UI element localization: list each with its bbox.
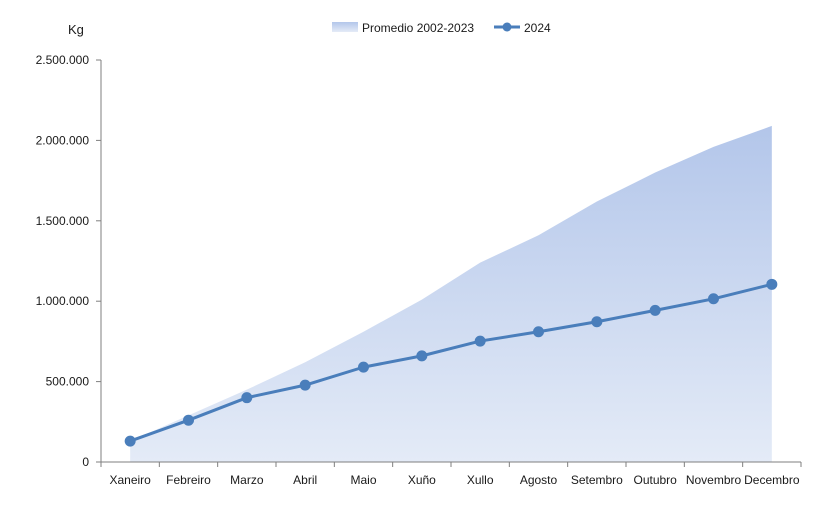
data-point-2024 [766, 278, 778, 290]
series-line-2024 [129, 282, 773, 443]
data-point-2024 [358, 361, 369, 373]
data-point-2024 [591, 316, 603, 328]
y-tick-label: 1.500.000 [36, 214, 90, 228]
data-point-2024 [416, 350, 428, 362]
legend: Promedio 2002-2023 2024 [332, 21, 551, 35]
data-point-2024 [299, 379, 311, 391]
axes-layer [96, 59, 802, 467]
x-tick-label: Marzo [230, 473, 264, 487]
data-point-2024 [474, 335, 486, 347]
y-axis-unit-label: Kg [68, 22, 84, 37]
x-tick-label: Abril [293, 473, 317, 487]
data-point-2024 [241, 392, 253, 404]
labels-layer: 0 500.000 1.000.000 1.500.000 2.000.000 2.500… [36, 53, 800, 487]
data-point-2024 [124, 435, 136, 447]
series-area-average [130, 125, 772, 462]
x-tick-label: Xaneiro [109, 473, 151, 487]
y-tick-label: 2.500.000 [36, 53, 90, 67]
data-point-2024 [183, 414, 194, 426]
data-point-2024 [533, 326, 544, 338]
x-tick-label: Maio [350, 473, 376, 487]
x-tick-label: Outubro [633, 473, 677, 487]
legend-marker-2024 [502, 22, 512, 32]
area-layer [130, 125, 772, 462]
legend-label-average: Promedio 2002-2023 [362, 21, 474, 35]
data-point-2024 [649, 304, 661, 316]
line-layer [124, 278, 778, 447]
x-tick-label: Decembro [744, 473, 800, 487]
x-tick-label: Novembro [686, 473, 742, 487]
y-tick-label: 0 [82, 455, 89, 469]
legend-label-2024: 2024 [524, 21, 551, 35]
y-tick-label: 500.000 [46, 375, 90, 389]
x-tick-label: Setembro [571, 473, 623, 487]
y-tick-label: 1.000.000 [36, 294, 90, 308]
x-tick-label: Xullo [467, 473, 494, 487]
x-tick-label: Xuño [408, 473, 436, 487]
data-point-2024 [708, 293, 719, 305]
y-tick-label: 2.000.000 [36, 133, 90, 147]
legend-swatch-average [332, 22, 358, 32]
x-tick-label: Febreiro [166, 473, 211, 487]
x-tick-label: Agosto [520, 473, 558, 487]
